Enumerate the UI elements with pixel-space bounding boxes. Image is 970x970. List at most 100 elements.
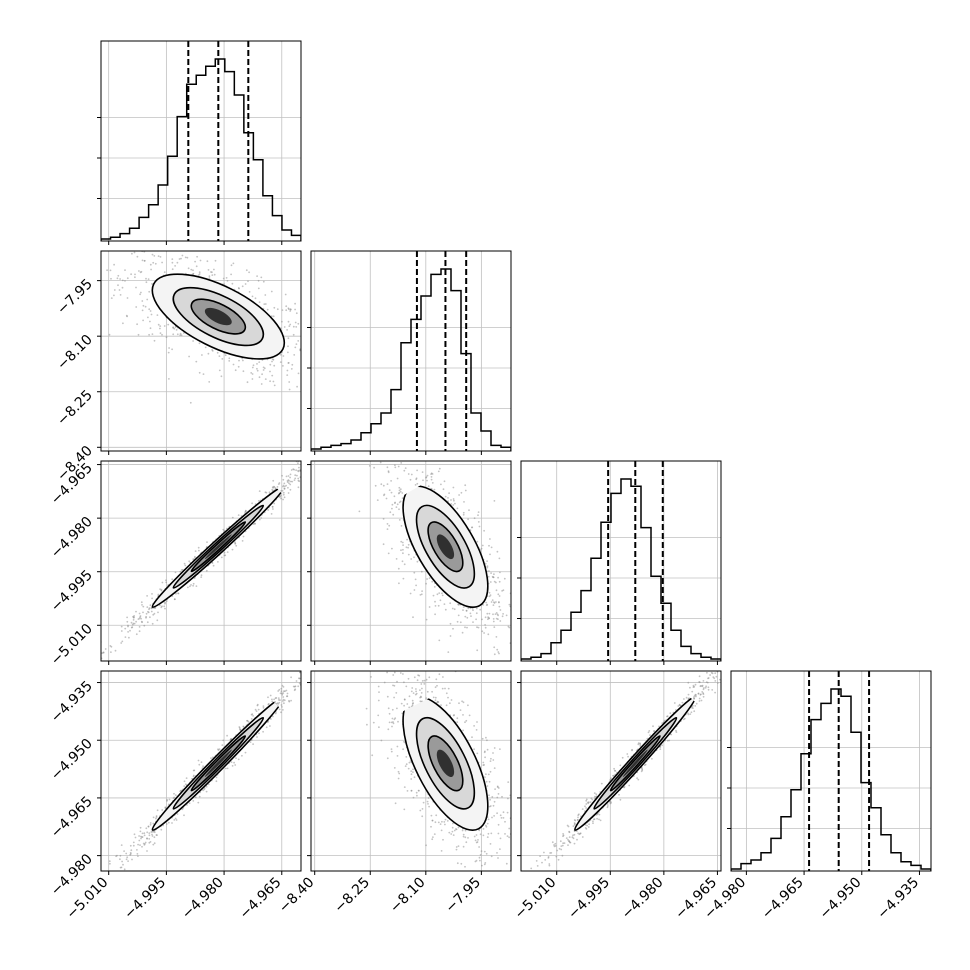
scatter-point	[426, 474, 429, 477]
scatter-point	[271, 700, 274, 703]
scatter-point	[142, 319, 145, 322]
scatter-point	[155, 816, 158, 818]
scatter-point	[137, 855, 139, 857]
scatter-point	[222, 528, 225, 531]
scatter-point	[689, 713, 692, 715]
scatter-point	[113, 294, 115, 297]
scatter-point	[482, 761, 485, 764]
scatter-point	[262, 280, 265, 283]
scatter-point	[349, 428, 351, 430]
scatter-point	[136, 255, 139, 258]
scatter-point	[424, 456, 426, 458]
scatter-point	[462, 511, 465, 514]
scatter-point	[287, 486, 289, 489]
scatter-point	[302, 678, 304, 680]
panel-frame	[310, 460, 512, 662]
scatter-point	[524, 639, 526, 641]
scatter-point	[353, 436, 355, 438]
scatter-point	[332, 402, 334, 404]
scatter-point	[484, 562, 487, 565]
scatter-point	[373, 466, 375, 469]
scatter-point	[412, 702, 414, 704]
scatter-point	[440, 829, 443, 832]
scatter-point	[487, 832, 490, 835]
scatter-point	[287, 345, 289, 348]
scatter-point	[467, 837, 469, 839]
scatter-point	[477, 511, 480, 513]
scatter-point	[147, 825, 150, 828]
scatter-point	[413, 676, 416, 679]
scatter-point	[316, 313, 318, 315]
scatter-point	[195, 360, 198, 363]
scatter-point	[440, 850, 443, 852]
scatter-point	[306, 457, 308, 459]
scatter-point	[200, 761, 203, 764]
scatter-point	[312, 452, 314, 454]
scatter-point	[386, 695, 389, 698]
scatter-point	[282, 355, 285, 357]
scatter-point	[296, 385, 298, 388]
scatter-point	[207, 783, 210, 786]
scatter-point	[271, 505, 274, 508]
scatter-point	[621, 756, 624, 759]
scatter-point	[447, 687, 450, 690]
scatter-point	[194, 550, 197, 552]
scatter-point	[432, 696, 435, 699]
scatter-point	[129, 629, 131, 632]
y-tick-label: −4.965	[48, 793, 96, 841]
scatter-point	[281, 320, 283, 323]
scatter-point	[668, 739, 671, 742]
scatter-point	[287, 307, 290, 310]
scatter-point	[407, 546, 409, 549]
scatter-point	[314, 459, 316, 461]
scatter-point	[319, 370, 321, 372]
density-contour	[204, 307, 232, 326]
scatter-point	[500, 879, 502, 881]
scatter-point	[121, 860, 123, 863]
scatter-point	[401, 560, 404, 563]
scatter-point	[119, 854, 122, 857]
scatter-point	[264, 378, 267, 380]
x-tick-label: −7.95	[443, 875, 485, 917]
scatter-point	[255, 710, 258, 712]
scatter-point	[279, 494, 282, 497]
scatter-point	[159, 604, 161, 607]
scatter-point	[497, 651, 500, 653]
scatter-point	[465, 609, 468, 612]
scatter-point	[165, 579, 167, 582]
scatter-point	[141, 604, 143, 606]
scatter-point	[267, 696, 269, 699]
scatter-point	[151, 597, 154, 600]
scatter-point	[145, 827, 148, 830]
scatter-point	[514, 696, 516, 698]
scatter-point	[294, 688, 297, 691]
scatter-point	[443, 480, 446, 483]
scatter-point	[122, 863, 124, 866]
scatter-point	[50, 221, 52, 223]
scatter-point	[390, 748, 393, 750]
scatter-point	[157, 323, 160, 326]
scatter-point	[290, 676, 292, 679]
scatter-point	[428, 577, 431, 579]
scatter-point	[131, 252, 133, 255]
scatter-point	[285, 689, 288, 692]
y-tick-label: −8.10	[54, 332, 96, 374]
scatter-point	[471, 736, 473, 739]
scatter-point	[190, 584, 192, 586]
scatter-point	[722, 666, 724, 668]
scatter-point	[322, 338, 324, 340]
scatter-point	[297, 477, 300, 480]
scatter-point	[475, 729, 478, 731]
scatter-point	[502, 901, 504, 903]
scatter-point	[425, 844, 427, 847]
scatter-point	[483, 850, 486, 853]
scatter-point	[297, 372, 300, 375]
scatter-point	[390, 721, 393, 724]
scatter-point	[382, 484, 385, 487]
scatter-point	[464, 615, 467, 618]
scatter-point	[408, 662, 410, 664]
scatter-point	[238, 359, 240, 362]
scatter-point	[289, 473, 292, 476]
scatter-point	[464, 484, 467, 487]
scatter-point	[141, 259, 144, 262]
